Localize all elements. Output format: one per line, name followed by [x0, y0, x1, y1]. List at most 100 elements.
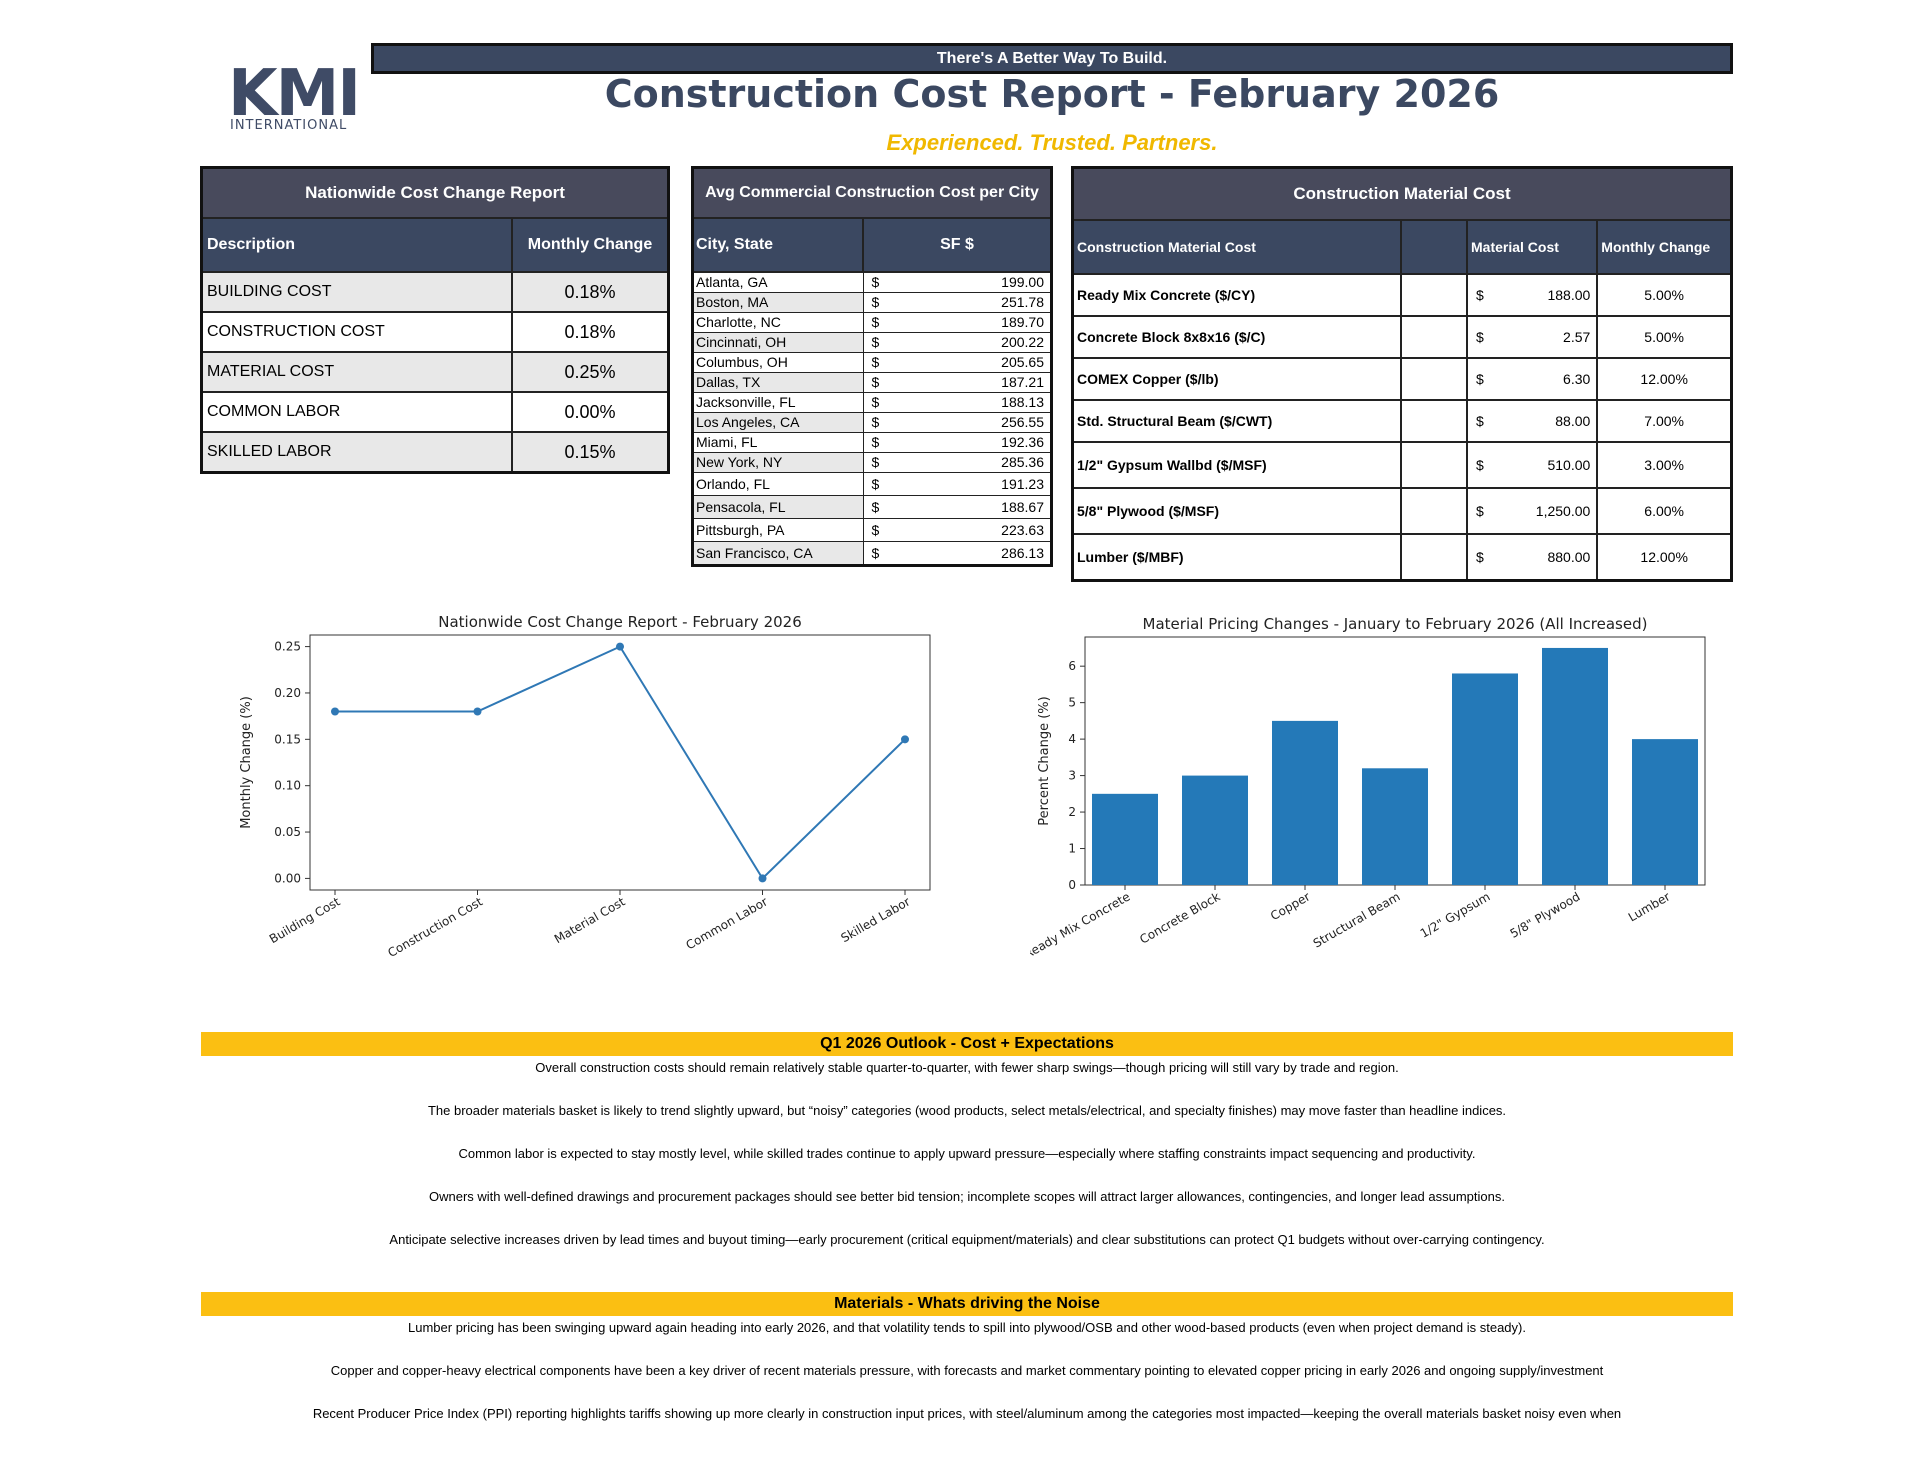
x-tick-label: Common Labor: [684, 894, 771, 952]
material-name: Std. Structural Beam ($/CWT): [1071, 399, 1402, 443]
city-table-title: Avg Commercial Construction Cost per Cit…: [705, 184, 1039, 201]
outlook-section-header: Q1 2026 Outlook - Cost + Expectations: [201, 1032, 1733, 1056]
bar: [1182, 775, 1248, 885]
x-tick-label: Building Cost: [267, 894, 343, 946]
y-tick-label: 6: [1068, 659, 1076, 673]
city-name: New York, NY: [692, 452, 864, 473]
currency-symbol: $: [863, 412, 894, 433]
y-tick-label: 0.10: [274, 779, 301, 793]
y-tick-label: 1: [1068, 842, 1076, 856]
currency-symbol: $: [863, 541, 894, 566]
col-blank: [1400, 219, 1468, 275]
outlook-paragraph: Anticipate selective increases driven by…: [389, 1232, 1545, 1247]
material-cost: 88.00: [1499, 399, 1599, 443]
outlook-paragraph: The broader materials basket is likely t…: [427, 1103, 1507, 1118]
currency-symbol: $: [863, 495, 894, 519]
x-tick-label: Construction Cost: [385, 894, 485, 960]
col-city-state: City, State: [691, 217, 864, 273]
material-cost: 880.00: [1499, 533, 1599, 582]
table-row: New York, NY $285.36: [692, 452, 1052, 473]
y-tick-label: 0.15: [274, 732, 301, 746]
col-material-cost: Material Cost: [1465, 219, 1599, 275]
data-point: [758, 874, 767, 883]
col-material-name: Construction Material Cost: [1071, 219, 1402, 275]
row-value: 0.25%: [511, 351, 670, 393]
table-row: Los Angeles, CA $256.55: [692, 412, 1052, 433]
sf-value: 285.36: [893, 452, 1052, 473]
city-name: Boston, MA: [692, 292, 864, 313]
tagline-text: There's A Better Way To Build.: [936, 49, 1168, 67]
col-description: Description: [200, 217, 513, 273]
x-tick-label: 1/2" Gypsum: [1418, 889, 1493, 940]
material-change: 7.00%: [1596, 399, 1733, 443]
table-row: Atlanta, GA $199.00: [692, 272, 1052, 293]
material-cost: 1,250.00: [1499, 487, 1599, 535]
material-name: COMEX Copper ($/lb): [1071, 357, 1402, 401]
currency-symbol: $: [1466, 441, 1499, 489]
table-row: Pittsburgh, PA $223.63: [692, 518, 1052, 542]
noise-paragraph: Lumber pricing has been swinging upward …: [408, 1320, 1526, 1335]
table-row: CONSTRUCTION COST 0.18%: [200, 311, 670, 353]
table-row: Concrete Block 8x8x16 ($/C) $2.57 5.00%: [1071, 315, 1733, 359]
nationwide-table-title: Nationwide Cost Change Report: [200, 166, 670, 219]
currency-symbol: $: [863, 372, 894, 393]
currency-symbol: $: [863, 352, 894, 373]
material-name: Concrete Block 8x8x16 ($/C): [1071, 315, 1402, 359]
table-row: Std. Structural Beam ($/CWT) $88.00 7.00%: [1071, 399, 1733, 443]
material-cost: 510.00: [1499, 441, 1599, 489]
material-cost: 2.57: [1499, 315, 1599, 359]
material-change: 12.00%: [1596, 533, 1733, 582]
y-tick-label: 4: [1068, 732, 1076, 746]
city-name: San Francisco, CA: [692, 541, 864, 566]
city-name: Pensacola, FL: [692, 495, 864, 519]
sf-value: 188.13: [893, 392, 1052, 413]
currency-symbol: $: [863, 332, 894, 353]
currency-symbol: $: [1466, 315, 1499, 359]
kmi-logo: KMI INTERNATIONAL: [228, 57, 361, 140]
x-tick-label: Structural Beam: [1311, 889, 1403, 950]
y-tick-label: 2: [1068, 805, 1076, 819]
nationwide-line-chart: Nationwide Cost Change Report - February…: [239, 613, 931, 960]
material-name: Ready Mix Concrete ($/CY): [1071, 273, 1402, 317]
plot-frame: [309, 634, 931, 891]
currency-symbol: $: [1466, 487, 1499, 535]
y-tick-label: 0.00: [274, 871, 301, 885]
page-subtitle: Experienced. Trusted. Partners.: [886, 130, 1218, 155]
x-tick-label: Skilled Labor: [839, 894, 913, 945]
city-name: Orlando, FL: [692, 472, 864, 496]
currency-symbol: $: [863, 452, 894, 473]
currency-symbol: $: [863, 312, 894, 333]
row-desc: SKILLED LABOR: [200, 431, 513, 474]
row-value: 0.00%: [511, 391, 670, 433]
bar: [1092, 793, 1158, 885]
city-cost-table: Avg Commercial Construction Cost per Cit…: [691, 166, 1053, 567]
currency-symbol: $: [863, 472, 894, 496]
row-desc: BUILDING COST: [200, 271, 513, 313]
sf-value: 205.65: [893, 352, 1052, 373]
material-name: 5/8" Plywood ($/MSF): [1071, 487, 1402, 535]
city-name: Atlanta, GA: [692, 272, 864, 293]
currency-symbol: $: [863, 272, 894, 293]
sf-value: 187.21: [893, 372, 1052, 393]
city-name: Columbus, OH: [692, 352, 864, 373]
bar: [1632, 739, 1698, 885]
table-row: BUILDING COST 0.18%: [200, 271, 670, 313]
col-sf: SF $: [862, 217, 1053, 273]
y-axis-label: Percent Change (%): [1037, 696, 1052, 825]
data-point: [616, 642, 624, 651]
data-point: [473, 707, 482, 716]
row-desc: CONSTRUCTION COST: [200, 311, 513, 353]
currency-symbol: $: [863, 518, 894, 542]
data-point: [901, 735, 909, 744]
table-row: Boston, MA $251.78: [692, 292, 1052, 313]
logo-wordmark: KMI: [228, 57, 361, 131]
x-tick-label: Concrete Block: [1137, 889, 1222, 946]
material-blank: [1400, 273, 1468, 317]
col-material-change: Monthly Change: [1596, 219, 1733, 275]
y-tick-label: 0.25: [274, 640, 301, 654]
y-tick-label: 0.20: [274, 686, 301, 700]
tagline-bar: There's A Better Way To Build.: [371, 43, 1733, 74]
material-blank: [1400, 399, 1468, 443]
x-tick-label: 5/8" Plywood: [1508, 889, 1583, 940]
sf-value: 191.23: [893, 472, 1052, 496]
